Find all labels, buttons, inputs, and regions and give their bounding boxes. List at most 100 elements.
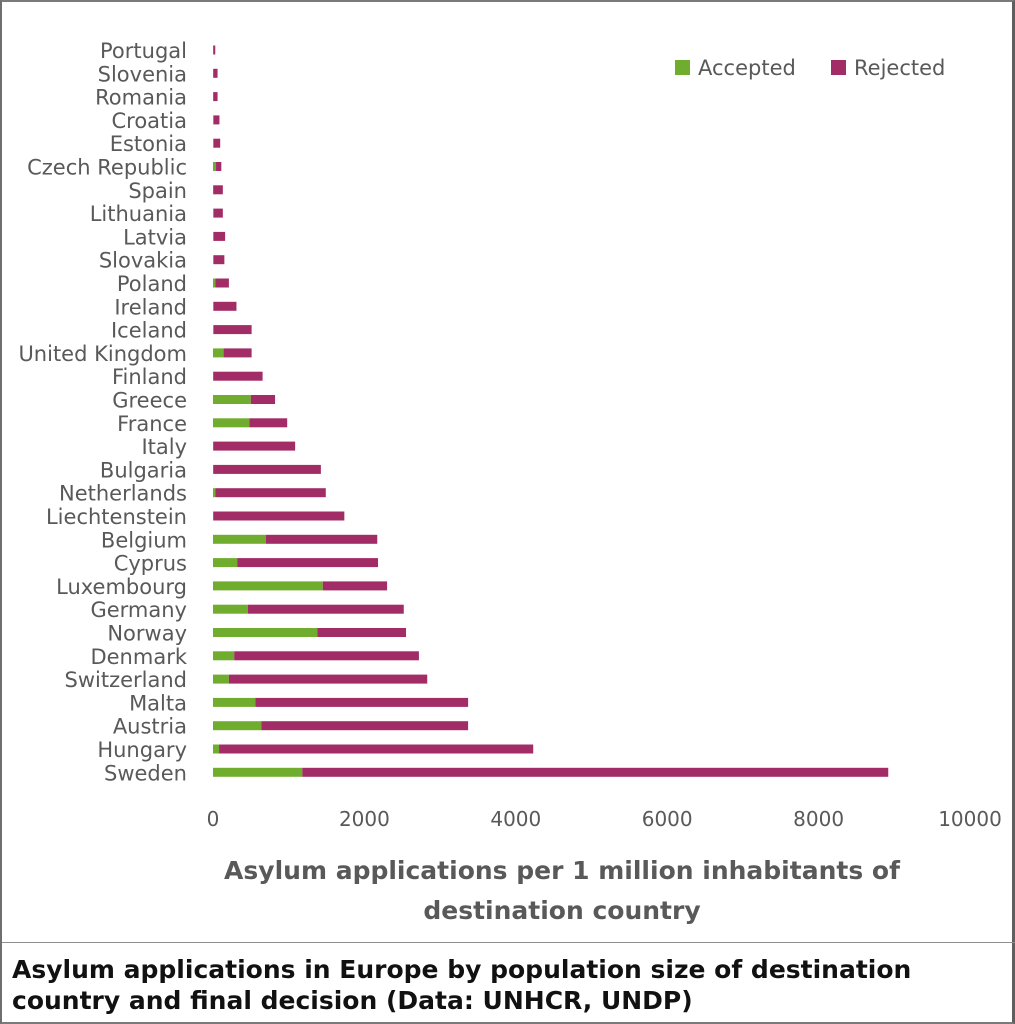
x-axis-title-line-1: Asylum applications per 1 million inhabi… <box>224 856 901 885</box>
bar-rejected-austria <box>261 721 469 731</box>
category-label-sweden: Sweden <box>104 761 187 785</box>
bar-accepted-austria <box>213 721 262 731</box>
category-label-france: France <box>117 412 187 436</box>
category-label-bulgaria: Bulgaria <box>100 458 187 482</box>
bar-accepted-croatia <box>213 115 214 125</box>
bar-accepted-switzerland <box>213 674 229 684</box>
bar-accepted-malta <box>213 697 256 707</box>
bar-rejected-hungary <box>219 744 534 754</box>
bar-accepted-latvia <box>213 231 214 241</box>
bar-accepted-czech-republic <box>213 162 217 171</box>
bar-rejected-united-kingdom <box>223 348 252 358</box>
bar-accepted-denmark <box>213 651 235 661</box>
bar-rejected-netherlands <box>215 488 326 498</box>
legend-swatch-rejected <box>831 60 846 75</box>
bar-rejected-liechtenstein <box>213 511 345 521</box>
bar-rejected-portugal <box>213 45 216 55</box>
category-label-slovakia: Slovakia <box>99 249 187 273</box>
bar-rejected-sweden <box>302 767 889 777</box>
category-label-croatia: Croatia <box>112 109 188 133</box>
category-label-greece: Greece <box>112 389 187 413</box>
bar-rejected-finland <box>213 371 263 381</box>
legend-swatch-accepted <box>675 60 690 75</box>
category-label-spain: Spain <box>128 179 187 203</box>
category-label-germany: Germany <box>90 598 187 622</box>
category-label-cyprus: Cyprus <box>114 552 187 576</box>
bar-accepted-belgium <box>213 534 266 544</box>
x-tick-label-0: 0 <box>207 807 220 831</box>
legend-label-accepted: Accepted <box>698 56 796 80</box>
bar-accepted-hungary <box>213 744 220 754</box>
x-tick-label-4000: 4000 <box>490 807 541 831</box>
category-label-slovenia: Slovenia <box>98 62 187 86</box>
x-tick-label-2000: 2000 <box>339 807 390 831</box>
bar-rejected-cyprus <box>237 558 379 568</box>
bar-accepted-greece <box>213 395 251 404</box>
bar-rejected-poland <box>215 278 229 288</box>
bar-accepted-united-kingdom <box>213 348 224 358</box>
bar-rejected-denmark <box>234 651 419 661</box>
bar-accepted-cyprus <box>213 558 238 568</box>
category-label-estonia: Estonia <box>110 132 187 156</box>
category-label-switzerland: Switzerland <box>65 668 188 692</box>
category-label-iceland: Iceland <box>111 319 187 343</box>
bar-rejected-latvia <box>213 231 226 241</box>
category-label-ireland: Ireland <box>114 295 187 319</box>
category-label-czech-republic: Czech Republic <box>27 156 187 180</box>
bar-rejected-bulgaria <box>213 464 321 474</box>
bar-rejected-croatia <box>213 115 220 125</box>
bar-rejected-spain <box>213 185 223 195</box>
bar-rejected-italy <box>213 441 296 451</box>
bar-accepted-poland <box>213 278 216 288</box>
bar-rejected-slovakia <box>213 255 225 265</box>
bar-accepted-netherlands <box>213 488 216 498</box>
bar-rejected-luxembourg <box>322 581 388 591</box>
bar-rejected-romania <box>213 92 218 102</box>
category-label-united-kingdom: United Kingdom <box>18 342 187 366</box>
category-label-poland: Poland <box>117 272 187 296</box>
figure-caption: Asylum applications in Europe by populat… <box>12 955 912 1015</box>
category-label-romania: Romania <box>95 86 187 110</box>
x-axis-title-line-2: destination country <box>423 896 700 925</box>
bar-rejected-ireland <box>213 301 237 311</box>
bar-accepted-slovakia <box>213 255 214 265</box>
category-label-denmark: Denmark <box>90 645 187 669</box>
category-label-belgium: Belgium <box>101 528 187 552</box>
bar-accepted-norway <box>213 628 318 637</box>
category-label-finland: Finland <box>112 365 187 389</box>
category-label-austria: Austria <box>113 715 187 739</box>
category-label-portugal: Portugal <box>100 39 187 63</box>
bar-rejected-belgium <box>265 534 378 544</box>
bar-rejected-germany <box>247 604 404 614</box>
x-axis-title: Asylum applications per 1 million inhabi… <box>224 856 901 925</box>
bar-rejected-france <box>249 418 288 428</box>
category-label-netherlands: Netherlands <box>59 482 187 506</box>
category-label-norway: Norway <box>107 622 187 646</box>
bar-rejected-estonia <box>213 138 221 148</box>
bar-rejected-norway <box>317 628 407 637</box>
bar-accepted-iceland <box>213 325 214 335</box>
bar-accepted-luxembourg <box>213 581 323 591</box>
bar-chart: PortugalSloveniaRomaniaCroatiaEstoniaCze… <box>18 39 1002 925</box>
caption-divider <box>2 942 1015 943</box>
bar-rejected-iceland <box>213 325 252 335</box>
bar-rejected-czech-republic <box>216 162 222 171</box>
x-tick-label-8000: 8000 <box>793 807 844 831</box>
legend-label-rejected: Rejected <box>854 56 945 80</box>
x-tick-label-6000: 6000 <box>642 807 693 831</box>
category-label-lithuania: Lithuania <box>90 202 187 226</box>
category-label-hungary: Hungary <box>97 738 187 762</box>
bar-accepted-germany <box>213 604 248 614</box>
bar-accepted-ireland <box>213 301 214 311</box>
bar-accepted-lithuania <box>213 208 214 218</box>
bar-accepted-estonia <box>213 138 214 148</box>
category-label-luxembourg: Luxembourg <box>56 575 187 599</box>
category-label-italy: Italy <box>141 435 187 459</box>
bar-rejected-malta <box>255 697 469 707</box>
x-tick-label-10000: 10000 <box>938 807 1002 831</box>
category-label-latvia: Latvia <box>123 225 187 249</box>
bar-accepted-sweden <box>213 767 303 777</box>
category-label-liechtenstein: Liechtenstein <box>46 505 187 529</box>
bar-rejected-switzerland <box>228 674 428 684</box>
